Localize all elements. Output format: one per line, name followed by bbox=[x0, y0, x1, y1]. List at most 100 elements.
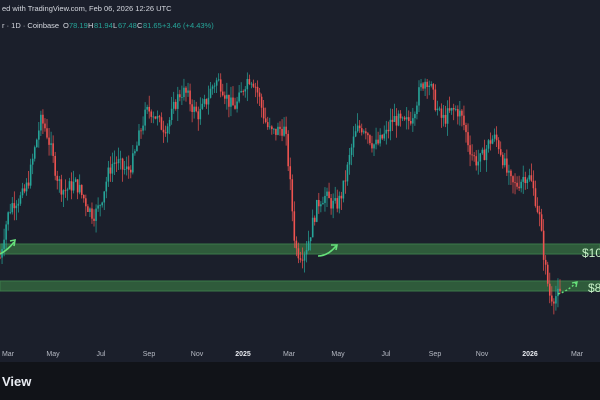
candle-body bbox=[70, 181, 73, 191]
candle-body bbox=[389, 119, 392, 132]
candle-body bbox=[252, 83, 255, 87]
candle-body bbox=[226, 94, 228, 99]
candle-body bbox=[21, 188, 24, 196]
candle-body bbox=[352, 136, 355, 148]
candle-body bbox=[0, 257, 1, 259]
candle-body bbox=[512, 176, 514, 183]
candle-body bbox=[123, 169, 126, 170]
candle-body bbox=[215, 80, 218, 86]
candle-body bbox=[60, 179, 63, 195]
candle-body bbox=[311, 217, 314, 238]
candle-body bbox=[491, 138, 494, 144]
candle-body bbox=[324, 195, 326, 203]
candle-body bbox=[367, 133, 369, 136]
candle-body bbox=[287, 133, 289, 167]
candle-body bbox=[530, 175, 533, 181]
candle-body bbox=[144, 109, 146, 126]
candle-body bbox=[117, 159, 120, 164]
candle-body bbox=[454, 109, 457, 110]
candle-body bbox=[205, 99, 208, 105]
projection-arrow-right bbox=[557, 281, 578, 295]
bounce-arrow-left bbox=[0, 238, 16, 255]
candle-body bbox=[46, 128, 48, 138]
ohlc-readout: r · 1D · Coinbase O 78.19 H 81.94 L 67.4… bbox=[2, 21, 214, 30]
candle-body bbox=[536, 205, 539, 212]
candle-body bbox=[174, 101, 177, 109]
candle-body bbox=[477, 161, 480, 166]
candle-body bbox=[391, 119, 394, 122]
candle-body bbox=[336, 198, 339, 209]
candle-body bbox=[177, 94, 179, 109]
candle-body bbox=[559, 288, 561, 292]
candle-body bbox=[463, 115, 465, 125]
candle-body bbox=[551, 295, 553, 302]
x-tick-label: Jul bbox=[382, 351, 391, 358]
candle-body bbox=[127, 166, 130, 170]
candle-body bbox=[11, 203, 14, 213]
candle-body bbox=[244, 89, 247, 92]
candle-body bbox=[295, 240, 298, 249]
candle-body bbox=[540, 214, 543, 231]
candle-body bbox=[328, 191, 330, 199]
candle-body bbox=[168, 120, 171, 127]
candle-body bbox=[434, 89, 437, 111]
candle-body bbox=[555, 296, 557, 304]
candle-body bbox=[499, 149, 502, 155]
candle-body bbox=[320, 204, 322, 207]
candle-body bbox=[289, 166, 292, 180]
candle-body bbox=[342, 180, 345, 199]
candle-body bbox=[44, 123, 46, 129]
price-label-lower: $8 bbox=[588, 281, 600, 295]
candle-body bbox=[248, 79, 251, 85]
candle-body bbox=[381, 134, 383, 139]
candle-body bbox=[387, 129, 390, 132]
candle-body bbox=[315, 200, 318, 222]
candle-body bbox=[232, 97, 234, 106]
candle-body bbox=[38, 130, 40, 140]
candle-body bbox=[297, 248, 300, 259]
candle-body bbox=[193, 106, 195, 112]
candle-body bbox=[395, 116, 398, 126]
candle-body bbox=[516, 182, 518, 187]
candle-body bbox=[66, 189, 69, 191]
candle-body bbox=[154, 116, 157, 119]
candle-body bbox=[448, 108, 451, 111]
x-tick-label: May bbox=[46, 351, 60, 358]
x-tick-label: Mar bbox=[2, 351, 15, 358]
candle-body bbox=[234, 105, 236, 109]
candle-body bbox=[183, 87, 185, 98]
candle-body bbox=[246, 79, 249, 90]
candle-body bbox=[383, 133, 386, 139]
candle-body bbox=[432, 84, 435, 90]
candle-body bbox=[211, 86, 214, 89]
candle-body bbox=[412, 118, 414, 124]
candle-body bbox=[254, 86, 257, 88]
candle-body bbox=[401, 117, 404, 119]
candle-body bbox=[332, 200, 334, 209]
candle-body bbox=[166, 126, 169, 134]
candle-body bbox=[7, 212, 9, 225]
candle-body bbox=[62, 190, 65, 195]
candle-body bbox=[362, 131, 365, 133]
candle-body bbox=[121, 158, 124, 170]
candle-body bbox=[534, 188, 537, 206]
candle-body bbox=[528, 175, 531, 180]
candle-body bbox=[64, 190, 67, 192]
candle-body bbox=[187, 90, 189, 93]
candle-body bbox=[520, 181, 522, 189]
candle-body bbox=[495, 134, 498, 141]
candle-body bbox=[291, 179, 294, 212]
candle-body bbox=[360, 128, 363, 133]
candle-body bbox=[199, 108, 202, 120]
candle-body bbox=[164, 132, 167, 134]
candle-body bbox=[109, 167, 112, 174]
candle-body bbox=[526, 179, 529, 184]
candle-body bbox=[354, 131, 357, 137]
candle-body bbox=[132, 153, 134, 173]
candle-body bbox=[29, 164, 32, 186]
candle-body bbox=[209, 88, 212, 98]
candle-body bbox=[424, 81, 426, 89]
candle-body bbox=[150, 111, 153, 117]
candle-body bbox=[397, 113, 400, 126]
candle-body bbox=[303, 254, 306, 261]
